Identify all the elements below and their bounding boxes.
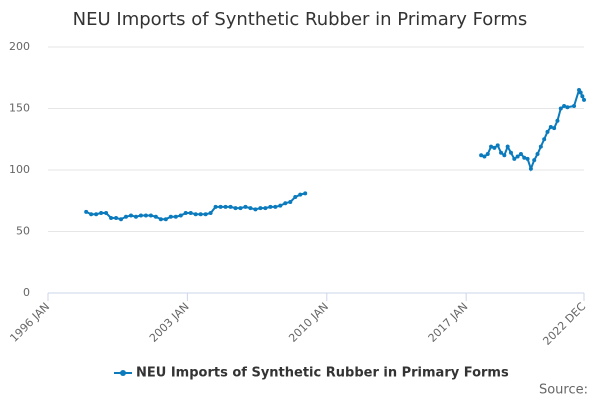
point bbox=[502, 153, 507, 158]
point bbox=[248, 206, 253, 211]
point bbox=[582, 97, 586, 102]
point bbox=[213, 204, 218, 209]
point bbox=[203, 212, 208, 217]
point bbox=[193, 212, 198, 217]
point bbox=[538, 144, 543, 149]
x-tick-label: 2003 JAN bbox=[147, 300, 192, 345]
point bbox=[263, 206, 268, 211]
point bbox=[512, 156, 517, 161]
series-line bbox=[85, 87, 585, 221]
point bbox=[293, 195, 298, 200]
point bbox=[273, 204, 278, 209]
point bbox=[258, 206, 263, 211]
point bbox=[495, 143, 500, 148]
point bbox=[562, 104, 567, 109]
point bbox=[228, 204, 233, 209]
point bbox=[198, 212, 203, 217]
point bbox=[298, 192, 303, 197]
point bbox=[253, 207, 258, 212]
point bbox=[243, 204, 248, 209]
point bbox=[528, 166, 533, 171]
point bbox=[489, 144, 494, 149]
source: Source: bbox=[539, 383, 588, 398]
point bbox=[114, 215, 119, 220]
point bbox=[148, 213, 153, 218]
point bbox=[303, 191, 308, 196]
y-tick-label: 50 bbox=[16, 225, 30, 238]
x-tick-label: 2017 JAN bbox=[426, 300, 471, 345]
point bbox=[278, 203, 283, 208]
point bbox=[578, 90, 583, 95]
point bbox=[508, 150, 513, 155]
point bbox=[178, 213, 183, 218]
point bbox=[545, 129, 550, 134]
point bbox=[89, 212, 94, 217]
point bbox=[138, 213, 143, 218]
legend-marker bbox=[120, 370, 126, 376]
point bbox=[482, 154, 487, 159]
point bbox=[283, 201, 288, 206]
point bbox=[223, 204, 228, 209]
point bbox=[128, 213, 133, 218]
point bbox=[558, 106, 563, 111]
point bbox=[532, 158, 537, 163]
point bbox=[143, 213, 148, 218]
point bbox=[580, 94, 585, 99]
point bbox=[153, 214, 158, 219]
point bbox=[208, 211, 213, 216]
x-tick-label: 2010 JAN bbox=[286, 300, 331, 345]
x-tick-label: 1996 JAN bbox=[7, 300, 52, 345]
x-tick-label: 2022 DEC bbox=[540, 300, 588, 348]
point bbox=[492, 145, 497, 150]
point bbox=[163, 217, 168, 222]
point bbox=[479, 153, 484, 158]
point bbox=[288, 199, 293, 204]
point bbox=[168, 214, 173, 219]
y-tick-label: 0 bbox=[23, 286, 30, 299]
legend-label: NEU Imports of Synthetic Rubber in Prima… bbox=[136, 366, 509, 381]
point bbox=[485, 152, 490, 157]
point bbox=[158, 217, 163, 222]
point bbox=[552, 126, 557, 131]
point bbox=[94, 212, 99, 217]
point bbox=[188, 211, 193, 216]
point bbox=[183, 211, 188, 216]
point bbox=[565, 105, 570, 110]
point bbox=[572, 104, 577, 109]
point bbox=[104, 211, 109, 216]
point bbox=[515, 154, 520, 159]
point bbox=[123, 214, 128, 219]
point bbox=[119, 217, 124, 222]
point bbox=[499, 150, 504, 155]
point bbox=[233, 206, 238, 211]
point bbox=[238, 206, 243, 211]
y-tick-label: 150 bbox=[9, 102, 30, 115]
y-tick-label: 200 bbox=[9, 40, 30, 53]
point bbox=[84, 209, 89, 214]
point bbox=[218, 204, 223, 209]
point bbox=[518, 152, 523, 157]
point bbox=[99, 211, 104, 216]
point bbox=[173, 214, 178, 219]
point bbox=[505, 144, 510, 149]
y-tick-label: 100 bbox=[9, 163, 30, 176]
point bbox=[542, 137, 547, 142]
chart-title: NEU Imports of Synthetic Rubber in Prima… bbox=[73, 9, 528, 30]
point bbox=[555, 118, 560, 123]
point bbox=[548, 124, 553, 129]
point bbox=[525, 156, 530, 161]
point bbox=[522, 155, 527, 160]
point bbox=[535, 152, 540, 157]
point bbox=[109, 215, 114, 220]
point bbox=[133, 214, 138, 219]
point bbox=[268, 204, 273, 209]
